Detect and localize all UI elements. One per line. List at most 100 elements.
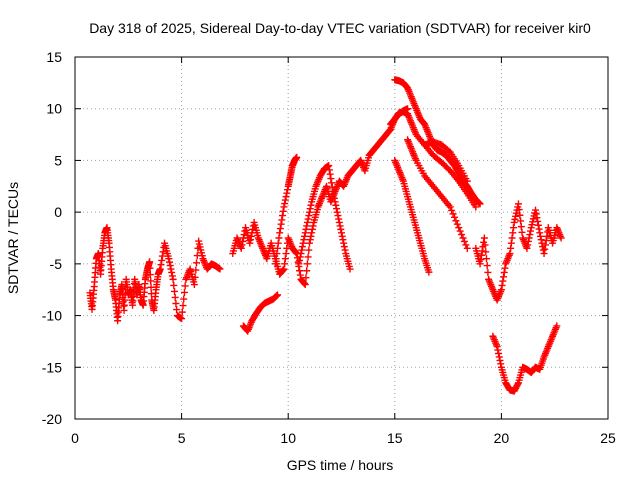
data-point-fill <box>335 218 343 226</box>
data-point-fill <box>311 185 319 193</box>
data-point-fill <box>279 207 287 215</box>
data-point-fill <box>538 239 546 247</box>
data-point <box>299 239 307 247</box>
x-tick-label: 10 <box>280 430 296 446</box>
data-point-fill <box>407 144 415 152</box>
data-point-fill <box>499 277 507 285</box>
data-point-fill <box>488 284 496 292</box>
data-point-fill <box>399 175 407 183</box>
data-point-fill <box>541 245 549 253</box>
data-point-fill <box>420 252 428 260</box>
data-point-fill <box>164 252 172 260</box>
data-point-fill <box>517 217 525 225</box>
data-point-fill <box>416 237 424 245</box>
data-point-fill <box>198 252 206 260</box>
data-point-fill <box>173 306 181 314</box>
data-point-fill <box>301 232 309 240</box>
data-point-fill <box>477 256 485 264</box>
data-point-fill <box>239 237 247 245</box>
data-point-fill <box>291 248 299 256</box>
data-point-fill <box>544 344 552 352</box>
data-point-fill <box>281 255 289 263</box>
data-point-fill <box>524 237 532 245</box>
data-point-fill <box>307 201 315 209</box>
data-point-fill <box>458 231 466 239</box>
data-point-fill <box>308 229 316 237</box>
data-point <box>295 260 303 268</box>
data-point-fill <box>254 231 262 239</box>
data-point-fill <box>282 250 290 258</box>
x-tick-label: 0 <box>71 430 79 446</box>
data-point-fill <box>278 216 286 224</box>
data-point-fill <box>341 246 349 254</box>
data-point <box>514 200 522 208</box>
data-point-fill <box>541 241 549 249</box>
data-point-fill <box>478 251 486 259</box>
data-point-fill <box>501 376 509 384</box>
data-point-fill <box>272 255 280 263</box>
series-branch-mid <box>295 162 354 273</box>
data-point-fill <box>445 201 453 209</box>
data-point-fill <box>283 189 291 197</box>
data-point-fill <box>283 186 291 194</box>
data-point-fill <box>552 324 560 332</box>
data-point-fill <box>518 228 526 236</box>
data-point-fill <box>526 231 534 239</box>
data-point-fill <box>533 214 541 222</box>
data-point-fill <box>525 234 533 242</box>
data-point-fill <box>296 253 304 261</box>
data-point-fill <box>539 246 547 254</box>
data-point-fill <box>424 266 432 274</box>
data-point-fill <box>245 237 253 245</box>
data-point-fill <box>296 267 304 275</box>
data-point-fill <box>191 273 199 281</box>
data-point-fill <box>276 225 284 233</box>
data-point-fill <box>462 175 470 183</box>
data-point-fill <box>448 206 456 214</box>
data-point-fill <box>170 287 178 295</box>
data-point-fill <box>449 210 457 218</box>
series-main-rise <box>229 105 412 289</box>
data-point-fill <box>305 212 313 220</box>
data-point-fill <box>292 249 300 257</box>
data-point-fill <box>459 234 467 242</box>
data-point-fill <box>333 205 341 213</box>
data-point-fill <box>141 280 149 288</box>
data-point-fill <box>365 154 373 162</box>
data-point-fill <box>456 227 464 235</box>
data-point-fill <box>147 277 155 285</box>
data-point-fill <box>531 209 539 217</box>
data-point-fill <box>274 239 282 247</box>
y-tick-label: 10 <box>46 101 62 117</box>
data-point-fill <box>536 232 544 240</box>
data-point-fill <box>281 196 289 204</box>
data-point-fill <box>167 265 175 273</box>
data-point-fill <box>302 274 310 282</box>
data-point-fill <box>281 260 289 268</box>
data-point-fill <box>172 300 180 308</box>
data-point-fill <box>193 259 201 267</box>
data-point-fill <box>495 349 503 357</box>
series-falling-branch-2 <box>404 136 471 252</box>
data-point-fill <box>171 293 179 301</box>
data-point-fill <box>325 166 333 174</box>
data-point <box>536 229 544 237</box>
data-point-fill <box>340 243 348 251</box>
data-point-fill <box>556 232 564 240</box>
data-point-fill <box>517 223 525 231</box>
data-point-fill <box>306 205 314 213</box>
data-point-fill <box>292 154 300 162</box>
data-point-fill <box>298 243 306 251</box>
data-point-fill <box>279 266 287 274</box>
data-point-fill <box>335 215 343 223</box>
series-falling-branch-3 <box>421 141 480 211</box>
data-point <box>306 239 314 247</box>
data-point-fill <box>90 286 98 294</box>
data-point <box>480 234 488 242</box>
data-point-fill <box>304 215 312 223</box>
data-point <box>271 260 279 268</box>
y-axis-title: SDTVAR / TECUs <box>5 182 21 294</box>
data-point-fill <box>509 229 517 237</box>
data-point-fill <box>120 302 128 310</box>
data-point-fill <box>145 259 153 267</box>
